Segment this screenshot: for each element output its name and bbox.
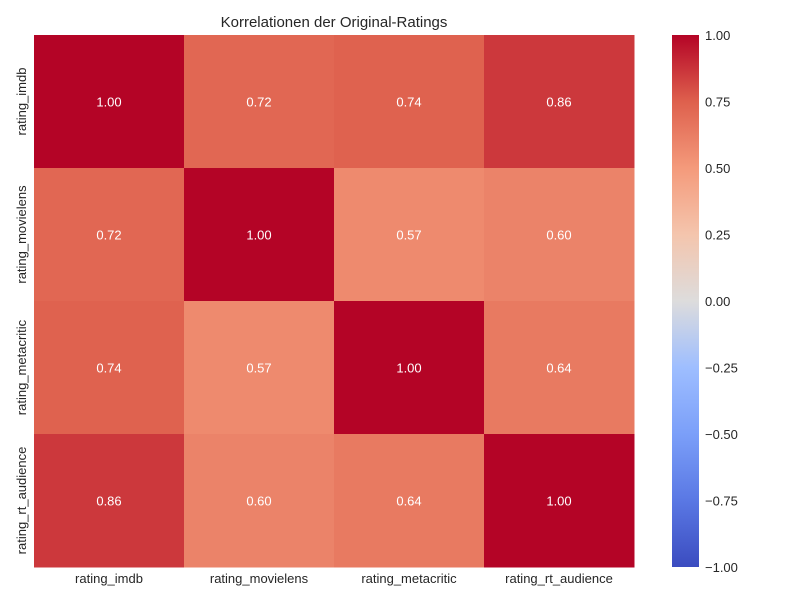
cell-value-label: 1.00 — [396, 361, 421, 376]
heatmap-cell-1-2 — [334, 168, 485, 302]
heatmap-cell-1-0 — [34, 168, 185, 302]
x-axis-tick-labels: rating_imdb rating_movielens rating_metacr… — [75, 571, 613, 586]
cell-value-label: 0.64 — [546, 361, 571, 376]
x-tick-label: rating_movielens — [210, 571, 309, 586]
heatmap-cell-0-3 — [484, 35, 635, 169]
heatmap-cell-1-3 — [484, 168, 635, 302]
colorbar-tick-label: 0.25 — [705, 228, 730, 243]
cell-value-label: 0.72 — [96, 228, 121, 243]
colorbar-tick-label: −1.00 — [705, 560, 738, 575]
colorbar-tick-label: −0.75 — [705, 494, 738, 509]
cell-value-label: 1.00 — [546, 494, 571, 509]
y-tick-label: rating_movielens — [14, 185, 29, 284]
cell-value-label: 0.60 — [546, 228, 571, 243]
x-tick-label: rating_rt_audience — [505, 571, 613, 586]
heatmap-cell-3-3 — [484, 434, 635, 568]
heatmap-cell-3-0 — [34, 434, 185, 568]
heatmap-cell-labels: 1.00 0.72 0.74 0.86 0.72 1.00 0.57 0.60 0.74 0.57… — [96, 95, 571, 509]
y-tick-label: rating_metacritic — [14, 319, 29, 415]
y-axis-tick-labels: rating_imdb rating_movielens rating_metacr… — [14, 68, 29, 555]
x-tick-label: rating_metacritic — [361, 571, 457, 586]
x-tick-label: rating_imdb — [75, 571, 143, 586]
heatmap-cell-3-2 — [334, 434, 485, 568]
heatmap-cell-2-2 — [334, 301, 485, 435]
heatmap-cell-2-3 — [484, 301, 635, 435]
cell-value-label: 0.57 — [246, 361, 271, 376]
colorbar-tick-label: 0.50 — [705, 161, 730, 176]
cell-value-label: 0.60 — [246, 494, 271, 509]
cell-value-label: 0.86 — [546, 95, 571, 110]
colorbar-tick-label: 0.75 — [705, 95, 730, 110]
colorbar-tick-label: −0.25 — [705, 361, 738, 376]
heatmap-cell-2-0 — [34, 301, 185, 435]
heatmap-cell-2-1 — [184, 301, 335, 435]
colorbar-tick-label: 1.00 — [705, 28, 730, 43]
cell-value-label: 0.64 — [396, 494, 421, 509]
cell-value-label: 0.72 — [246, 95, 271, 110]
heatmap-cell-3-1 — [184, 434, 335, 568]
cell-value-label: 1.00 — [96, 95, 121, 110]
cell-value-label: 0.86 — [96, 494, 121, 509]
colorbar-tick-labels: 1.00 0.75 0.50 0.25 0.00 −0.25 −0.50 −0.75 −1.00 — [705, 28, 738, 575]
cell-value-label: 0.74 — [96, 361, 121, 376]
cell-value-label: 0.74 — [396, 95, 421, 110]
colorbar-tick-label: 0.00 — [705, 294, 730, 309]
y-tick-label: rating_rt_audience — [14, 447, 29, 555]
heatmap-cell-0-1 — [184, 35, 335, 169]
heatmap-cells — [34, 35, 635, 568]
cell-value-label: 1.00 — [246, 228, 271, 243]
cell-value-label: 0.57 — [396, 228, 421, 243]
heatmap-cell-0-2 — [334, 35, 485, 169]
colorbar-tick-label: −0.50 — [705, 427, 738, 442]
colorbar — [672, 35, 699, 567]
heatmap-cell-0-0 — [34, 35, 185, 169]
chart-title: Korrelationen der Original-Ratings — [221, 14, 448, 31]
heatmap-cell-1-1 — [184, 168, 335, 302]
y-tick-label: rating_imdb — [14, 68, 29, 136]
